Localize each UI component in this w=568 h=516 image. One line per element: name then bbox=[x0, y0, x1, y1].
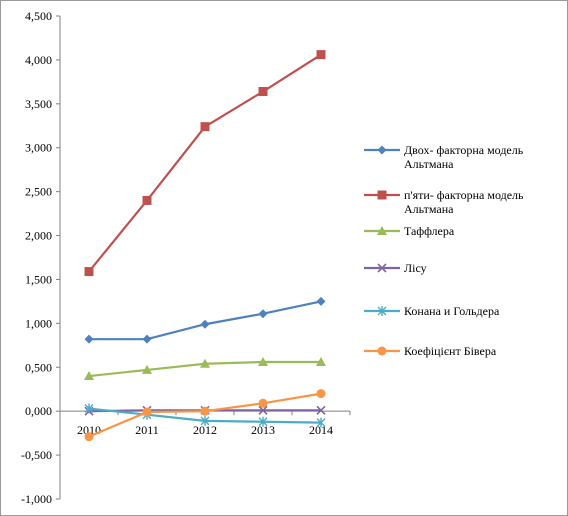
data-point bbox=[258, 357, 268, 367]
legend-item: Конана и Гольдера bbox=[364, 304, 500, 318]
series-line bbox=[88, 53, 322, 273]
y-tick-label: 2,500 bbox=[25, 185, 52, 199]
y-tick-label: 3,000 bbox=[25, 141, 52, 155]
data-point bbox=[142, 407, 152, 417]
y-tick-label: -1,000 bbox=[21, 492, 52, 506]
data-point bbox=[258, 405, 268, 415]
data-point bbox=[316, 50, 326, 60]
data-point bbox=[200, 415, 210, 426]
legend-item: Таффлера bbox=[364, 224, 455, 238]
y-tick-label: 4,000 bbox=[25, 53, 52, 67]
data-point bbox=[84, 403, 94, 414]
data-point bbox=[258, 416, 268, 427]
y-tick-label: 1,500 bbox=[25, 272, 52, 286]
legend-label: Лісу bbox=[404, 261, 427, 275]
data-point bbox=[316, 417, 326, 428]
series-2 bbox=[84, 50, 326, 277]
legend-marker bbox=[377, 190, 387, 200]
y-tick-label: -0,500 bbox=[21, 448, 52, 462]
data-point bbox=[258, 398, 268, 408]
data-point bbox=[84, 267, 94, 277]
legend-label: Двох- факторна модель bbox=[404, 143, 524, 157]
legend-marker bbox=[377, 346, 387, 356]
y-tick-label: 3,500 bbox=[25, 97, 52, 111]
series-layer bbox=[84, 50, 326, 442]
legend-marker bbox=[377, 145, 387, 155]
legend-marker bbox=[377, 263, 387, 273]
x-tick-label: 2011 bbox=[135, 423, 159, 437]
data-point bbox=[84, 334, 94, 344]
data-point bbox=[142, 334, 152, 344]
data-point bbox=[142, 364, 152, 374]
x-tick-label: 2014 bbox=[309, 423, 333, 437]
legend-item: Лісу bbox=[364, 261, 427, 275]
y-tick-label: 2,000 bbox=[25, 229, 52, 243]
series-5 bbox=[84, 403, 326, 428]
series-3 bbox=[84, 357, 326, 381]
data-point bbox=[142, 195, 152, 205]
x-tick-label: 2013 bbox=[251, 423, 275, 437]
data-point bbox=[316, 405, 326, 415]
legend-label: Конана и Гольдера bbox=[404, 304, 500, 318]
data-point bbox=[200, 122, 210, 132]
series-1 bbox=[84, 296, 326, 344]
series-6 bbox=[84, 389, 326, 442]
x-tick-label: 2012 bbox=[193, 423, 217, 437]
legend-label: Таффлера bbox=[404, 224, 455, 238]
data-point bbox=[316, 296, 326, 306]
y-tick-label: 1,000 bbox=[25, 316, 52, 330]
y-tick-label: 0,500 bbox=[25, 360, 52, 374]
data-point bbox=[84, 371, 94, 381]
legend-marker bbox=[377, 226, 387, 235]
legend-label: Альтмана bbox=[404, 202, 454, 216]
legend-label: Коефіцієнт Бівера bbox=[404, 344, 497, 358]
data-point bbox=[258, 87, 268, 97]
data-point bbox=[316, 389, 326, 399]
axes-group: -1,000 -0,500 0,000 0,500 1,000 1,500 2,000 2,5… bbox=[21, 9, 351, 506]
data-point bbox=[200, 319, 210, 329]
data-point bbox=[258, 309, 268, 319]
data-point bbox=[84, 432, 94, 442]
legend-label: п'яти- факторна модель bbox=[404, 188, 524, 202]
legend-marker bbox=[377, 306, 387, 316]
y-tick-label: 0,000 bbox=[25, 404, 52, 418]
data-point bbox=[200, 406, 210, 416]
legend-item: Коефіцієнт Бівера bbox=[364, 344, 497, 358]
data-point bbox=[316, 357, 326, 367]
data-point bbox=[200, 358, 210, 368]
y-tick-label: 4,500 bbox=[25, 9, 52, 23]
legend-label: Альтмана bbox=[404, 157, 454, 171]
